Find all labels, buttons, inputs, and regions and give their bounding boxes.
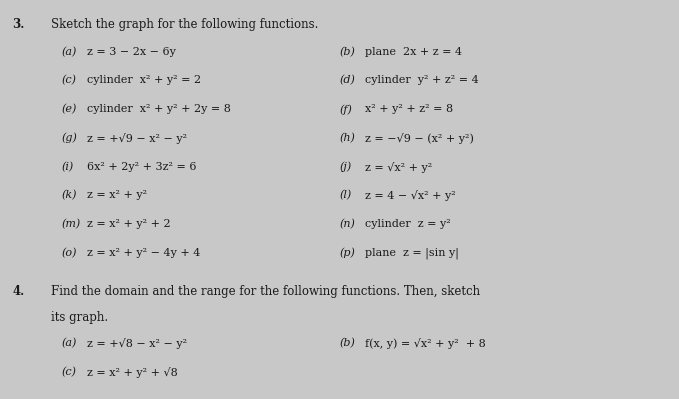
Text: x² + y² + z² = 8: x² + y² + z² = 8 xyxy=(365,104,454,114)
Text: z = +√9 − x² − y²: z = +√9 − x² − y² xyxy=(87,133,187,144)
Text: cylinder  x² + y² + 2y = 8: cylinder x² + y² + 2y = 8 xyxy=(87,104,231,114)
Text: z = √x² + y²: z = √x² + y² xyxy=(365,162,433,173)
Text: Sketch the graph for the following functions.: Sketch the graph for the following funct… xyxy=(51,18,318,31)
Text: (i): (i) xyxy=(61,162,73,172)
Text: cylinder  y² + z² = 4: cylinder y² + z² = 4 xyxy=(365,75,479,85)
Text: 4.: 4. xyxy=(12,285,24,298)
Text: (d): (d) xyxy=(340,75,355,86)
Text: z = x² + y² + 2: z = x² + y² + 2 xyxy=(87,219,170,229)
Text: (b): (b) xyxy=(340,338,355,349)
Text: z = x² + y² − 4y + 4: z = x² + y² − 4y + 4 xyxy=(87,248,200,258)
Text: (e): (e) xyxy=(61,104,77,115)
Text: 3.: 3. xyxy=(12,18,24,31)
Text: (o): (o) xyxy=(61,248,77,258)
Text: plane  2x + z = 4: plane 2x + z = 4 xyxy=(365,47,462,57)
Text: z = 3 − 2x − 6y: z = 3 − 2x − 6y xyxy=(87,47,176,57)
Text: 6x² + 2y² + 3z² = 6: 6x² + 2y² + 3z² = 6 xyxy=(87,162,196,172)
Text: (l): (l) xyxy=(340,190,352,201)
Text: (c): (c) xyxy=(61,367,76,377)
Text: (c): (c) xyxy=(61,75,76,86)
Text: cylinder  x² + y² = 2: cylinder x² + y² = 2 xyxy=(87,75,201,85)
Text: f(x, y) = √x² + y²  + 8: f(x, y) = √x² + y² + 8 xyxy=(365,338,486,349)
Text: z = x² + y² + √8: z = x² + y² + √8 xyxy=(87,367,178,378)
Text: (k): (k) xyxy=(61,190,77,201)
Text: (a): (a) xyxy=(61,338,77,349)
Text: cylinder  z = y²: cylinder z = y² xyxy=(365,219,451,229)
Text: (b): (b) xyxy=(340,47,355,57)
Text: (p): (p) xyxy=(340,248,355,258)
Text: Find the domain and the range for the following functions. Then, sketch: Find the domain and the range for the fo… xyxy=(51,285,480,298)
Text: z = −√9 − (x² + y²): z = −√9 − (x² + y²) xyxy=(365,133,474,144)
Text: z = 4 − √x² + y²: z = 4 − √x² + y² xyxy=(365,190,456,201)
Text: (j): (j) xyxy=(340,162,352,172)
Text: its graph.: its graph. xyxy=(51,311,108,324)
Text: (n): (n) xyxy=(340,219,355,229)
Text: z = x² + y²: z = x² + y² xyxy=(87,190,147,200)
Text: (m): (m) xyxy=(61,219,80,229)
Text: z = +√8 − x² − y²: z = +√8 − x² − y² xyxy=(87,338,187,349)
Text: (g): (g) xyxy=(61,133,77,143)
Text: (h): (h) xyxy=(340,133,355,143)
Text: (f): (f) xyxy=(340,104,352,115)
Text: (a): (a) xyxy=(61,47,77,57)
Text: plane  z = |sin y|: plane z = |sin y| xyxy=(365,248,459,259)
